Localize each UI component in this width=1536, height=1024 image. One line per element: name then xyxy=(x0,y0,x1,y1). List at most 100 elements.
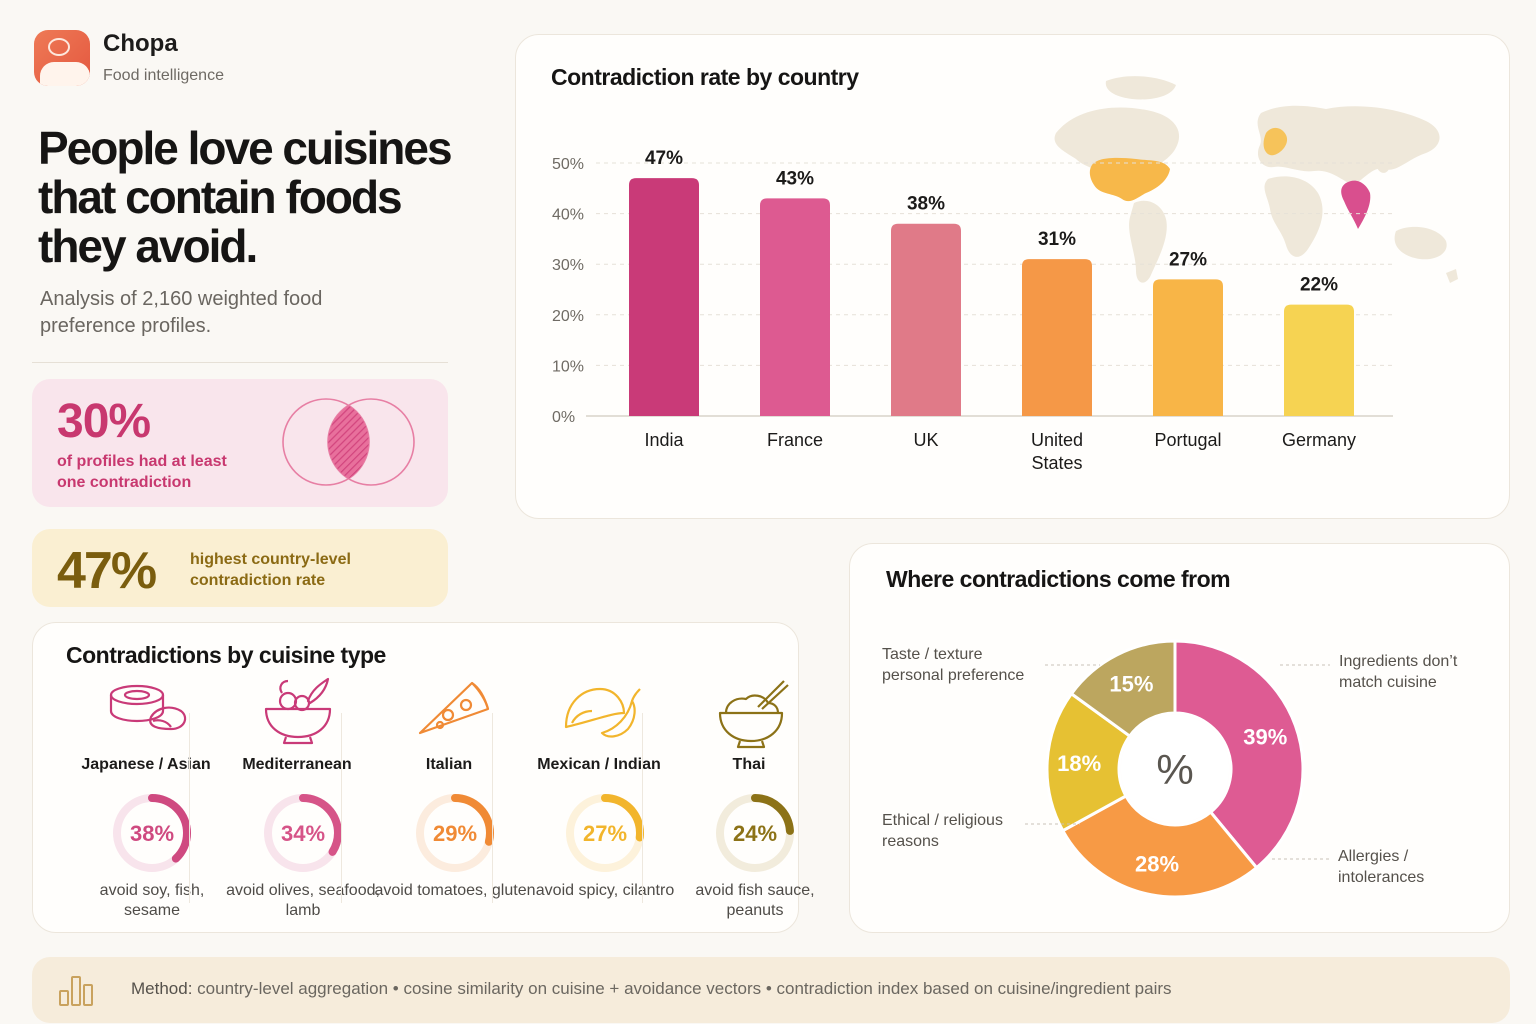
cuisine-name: Mexican / Indian xyxy=(537,756,661,773)
bar-value-label: 31% xyxy=(1038,229,1076,250)
cuisine-avoid: avoid soy, fish, sesame xyxy=(99,882,205,919)
stat-caption: highest country-level contradiction rate xyxy=(190,551,351,589)
method-footer: Method: country-level aggregation • cosi… xyxy=(32,957,1510,1023)
method-description: country-level aggregation • cosine simil… xyxy=(197,979,1172,998)
slice-label-allergies: Allergies / intolerances xyxy=(1338,848,1425,886)
cuisine-name: Mediterranean xyxy=(242,756,352,773)
bar xyxy=(891,223,961,416)
brand-subtitle: Food intelligence xyxy=(103,67,224,84)
donut-slice xyxy=(1069,639,1177,739)
donut-center xyxy=(1121,715,1229,823)
cuisine-percent: 24% xyxy=(732,821,778,846)
bar xyxy=(1153,279,1223,416)
bar-chart-icon xyxy=(59,976,93,1006)
slice-value-label: 28% xyxy=(1135,851,1179,876)
divider xyxy=(189,713,190,903)
bar-chart-title: Contradiction rate by country xyxy=(551,64,859,90)
cuisine-percent: 29% xyxy=(432,821,478,846)
bar-chart: 0% 10% 20% 30% 40% 50% 47% India 43% France 38% UK 3… xyxy=(552,148,1393,473)
stat-card-highest: 47% highest country-level contradiction … xyxy=(32,529,448,607)
cuisine-donut xyxy=(566,794,644,872)
donut-slice xyxy=(1173,639,1305,870)
cuisine-item: Italian 29% avoid tomatoes, gluten xyxy=(374,677,536,927)
page-subhead: Analysis of 2,160 weighted food preferen… xyxy=(40,288,323,337)
donut-progress xyxy=(716,794,794,872)
x-tick-label: States xyxy=(1031,453,1082,473)
cuisine-item: Mexican / Indian 27% avoid spicy, cilant… xyxy=(524,677,674,927)
stat-value: 47% xyxy=(57,542,157,600)
x-tick-label: Portugal xyxy=(1154,430,1221,450)
cuisine-name: Japanese / Asian xyxy=(81,756,211,773)
map-europe-shape xyxy=(1263,127,1288,156)
bar-value-label: 43% xyxy=(776,168,814,189)
cuisine-donut xyxy=(113,794,191,872)
bowl-icon xyxy=(264,677,332,745)
bar xyxy=(1284,304,1354,416)
cuisine-avoid: avoid spicy, cilantro xyxy=(535,882,675,899)
divider xyxy=(642,713,643,903)
stat-card-profiles: 30% of profiles had at least one contrad… xyxy=(32,379,448,507)
x-tick-label: UK xyxy=(913,430,938,450)
bar-value-label: 47% xyxy=(645,148,683,169)
slice-value-label: 18% xyxy=(1057,751,1101,776)
bar xyxy=(1022,259,1092,416)
divider xyxy=(32,362,448,363)
pizza-icon xyxy=(418,681,490,735)
map-us-shape xyxy=(1089,157,1170,202)
page-headline: People love cuisines that contain foods … xyxy=(38,122,453,272)
donut-progress xyxy=(264,794,342,872)
cuisine-donut xyxy=(264,794,342,872)
rice-bowl-icon xyxy=(718,680,789,749)
cuisine-avoid: avoid olives, seafood, lamb xyxy=(226,882,380,919)
venn-icon xyxy=(282,398,415,486)
cuisine-donut xyxy=(416,794,494,872)
x-tick-label: United xyxy=(1031,430,1083,450)
slice-value-label: 39% xyxy=(1243,724,1287,749)
x-tick-label: India xyxy=(644,430,684,450)
sushi-icon xyxy=(109,684,187,731)
stat-value: 30% xyxy=(57,395,151,448)
cuisine-name: Thai xyxy=(732,756,766,773)
brand-name: Chopa xyxy=(103,30,178,57)
slice-label-ingredients: Ingredients don’t match cuisine xyxy=(1339,653,1458,691)
divider xyxy=(492,713,493,903)
y-tick-label: 0% xyxy=(552,409,575,426)
country-bar-chart-card: Contradiction rate by country 0% 10% 20% 30… xyxy=(515,34,1510,519)
map-india-shape xyxy=(1341,180,1371,229)
x-tick-label: Germany xyxy=(1282,430,1356,450)
cuisine-title: Contradictions by cuisine type xyxy=(66,642,386,668)
cuisine-percent: 38% xyxy=(129,821,175,846)
slice-label-taste: Taste / texture personal preference xyxy=(882,646,1025,684)
y-tick-label: 10% xyxy=(552,358,584,375)
cuisine-percent: 34% xyxy=(280,821,326,846)
cuisine-card: Contradictions by cuisine type Japanese … xyxy=(32,622,815,933)
x-tick-label: France xyxy=(767,430,823,450)
donut-slice xyxy=(1045,691,1132,833)
cuisine-avoid: avoid fish sauce, peanuts xyxy=(695,882,815,919)
bar xyxy=(629,178,699,416)
bar-value-label: 22% xyxy=(1300,275,1338,296)
donut-slice xyxy=(1060,793,1259,899)
donut-chart-title: Where contradictions come from xyxy=(886,566,1231,592)
y-tick-label: 40% xyxy=(552,207,584,224)
method-text: Method: country-level aggregation • cosi… xyxy=(131,979,1172,999)
cuisine-item: Mediterranean 34% avoid olives, seafood,… xyxy=(222,677,380,927)
slice-label-ethical: Ethical / religious reasons xyxy=(882,812,1003,850)
divider xyxy=(341,713,342,903)
cuisine-item: Japanese / Asian 38% avoid soy, fish, se… xyxy=(71,677,221,927)
donut-center-label: % xyxy=(1156,746,1193,793)
y-tick-label: 50% xyxy=(552,156,584,173)
stat-caption: of profiles had at least one contradicti… xyxy=(57,453,227,491)
taco-chili-icon xyxy=(564,687,641,738)
bar-value-label: 27% xyxy=(1169,249,1207,270)
cuisine-percent: 27% xyxy=(582,821,628,846)
world-map-icon xyxy=(1054,76,1458,283)
donut-progress xyxy=(416,794,494,872)
cuisine-name: Italian xyxy=(425,756,473,773)
bar xyxy=(760,198,830,416)
cuisine-avoid: avoid tomatoes, gluten xyxy=(374,882,536,899)
y-tick-label: 20% xyxy=(552,308,584,325)
donut-progress xyxy=(566,794,644,872)
cuisine-donut xyxy=(716,794,794,872)
cuisine-item: Thai 24% avoid fish sauce, peanuts xyxy=(674,677,824,927)
